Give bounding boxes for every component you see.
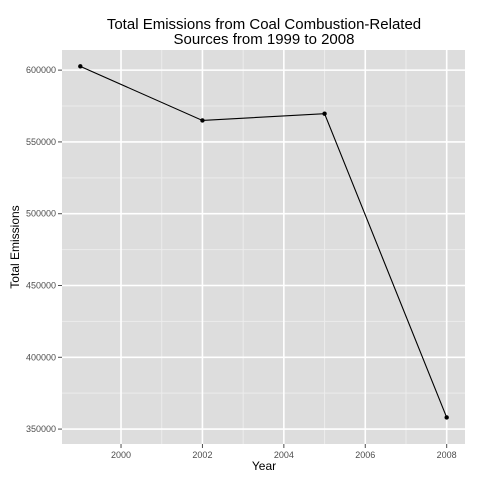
y-axis-ticks: 350000 400000 450000 500000 550000 600000 <box>26 65 62 434</box>
chart-title-line-2: Sources from 1999 to 2008 <box>174 31 355 48</box>
x-axis-ticks: 2000 2002 2004 2006 2008 <box>111 444 457 460</box>
series-total-emissions <box>78 64 449 420</box>
minor-gridlines <box>62 50 465 444</box>
data-point <box>200 118 205 123</box>
y-axis-title: Total Emissions <box>8 205 22 288</box>
y-tick-label: 600000 <box>26 65 56 75</box>
x-tick-label: 2004 <box>274 450 294 460</box>
data-point <box>78 64 83 69</box>
x-tick-label: 2008 <box>437 450 457 460</box>
plot-panel <box>62 50 465 444</box>
x-tick-label: 2002 <box>192 450 212 460</box>
chart-title-line-1: Total Emissions from Coal Combustion-Rel… <box>107 16 421 33</box>
y-tick-label: 500000 <box>26 209 56 219</box>
x-tick-label: 2006 <box>355 450 375 460</box>
y-tick-label: 350000 <box>26 424 56 434</box>
data-point <box>444 415 449 420</box>
x-axis-title: Year <box>252 459 276 473</box>
series-line <box>80 65 448 418</box>
y-tick-label: 450000 <box>26 281 56 291</box>
data-point <box>322 111 327 116</box>
x-tick-label: 2000 <box>111 450 131 460</box>
y-tick-label: 550000 <box>26 137 56 147</box>
y-tick-label: 400000 <box>26 352 56 362</box>
